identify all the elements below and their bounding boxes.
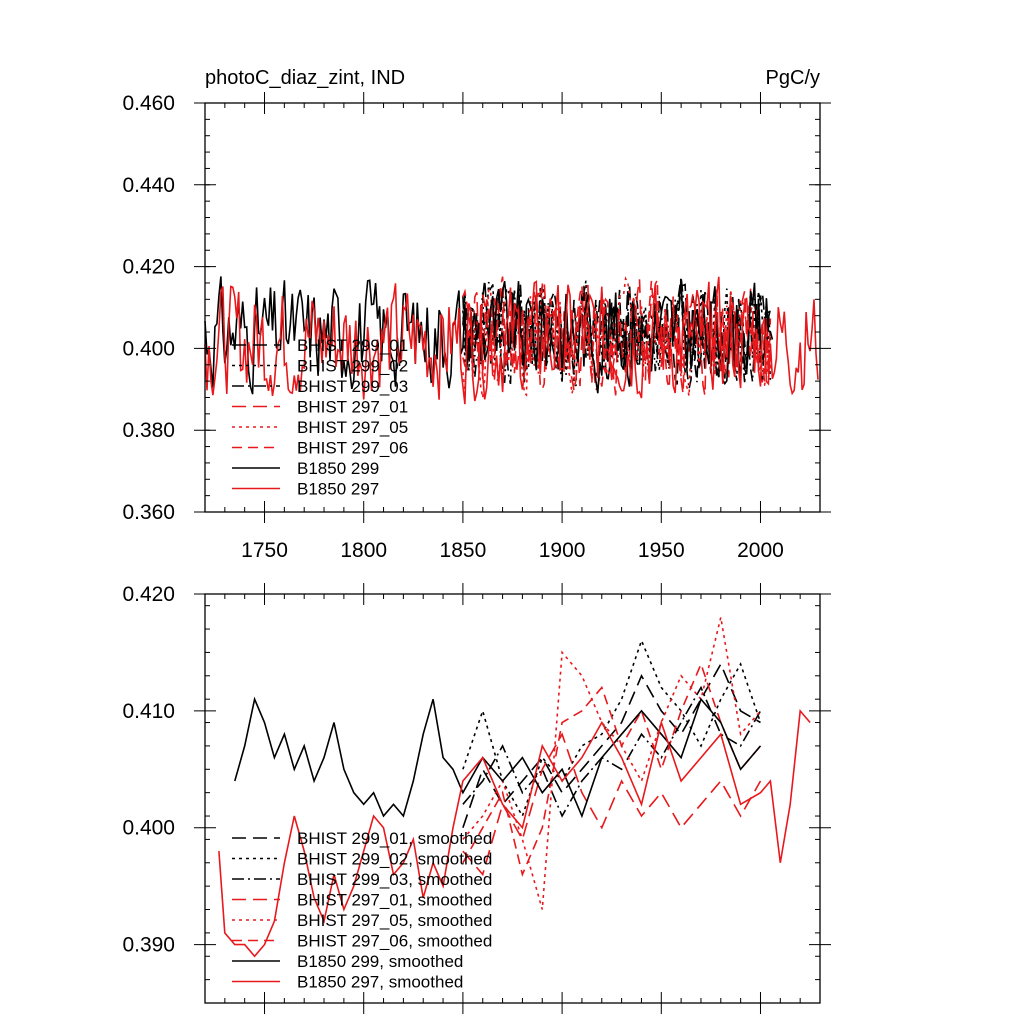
x-tick-label: 1750 [241,539,288,562]
plot-frame [204,102,821,513]
legend-label: BHIST 299_01 [297,336,408,355]
x-tick-label: 1800 [340,539,387,562]
x-tick-label: 1950 [638,539,685,562]
y-tick-label: 0.410 [122,700,175,723]
series-lines [218,617,811,958]
legend-label: B1850 297, smoothed [297,973,463,992]
x-axis: 1750 1800 1850 1900 1950 2000 [224,92,821,562]
legend-label: BHIST 297_05 [297,418,408,437]
legend: BHIST 299_01, smoothed BHIST 299_02, smoo… [232,829,492,992]
y-tick-label: 0.420 [122,583,175,606]
y-tick-label: 0.440 [122,174,175,197]
legend-label: BHIST 297_06 [297,439,408,458]
bottom-panel-content: 0.390 0.400 0.410 0.420 BHIST 299_01, smooth… [122,583,831,1014]
series-line-8 [204,276,819,405]
top-panel: photoC_diaz_zint, IND PgC/y 1750 1800 1850… [122,67,831,562]
x-tick-label: 1850 [440,539,487,562]
legend-label: BHIST 297_01 [297,398,408,417]
y-tick-label: 0.400 [122,817,175,840]
legend-label: B1850 297 [297,480,379,499]
y-tick-label: 0.390 [122,934,175,957]
top-panel-title: photoC_diaz_zint, IND [205,67,405,89]
series-line-6 [462,661,762,878]
series-lines [204,276,819,405]
x-tick-label: 1900 [539,539,586,562]
legend-label: BHIST 299_02 [297,357,408,376]
top-panel-units: PgC/y [766,67,820,89]
legend-label: BHIST 297_01, smoothed [297,891,492,910]
series-line-2 [462,638,762,818]
bottom-panel: 0.390 0.400 0.410 0.420 BHIST 299_01, smooth… [122,583,831,1014]
y-axis: 0.390 0.400 0.410 0.420 [122,583,831,1004]
y-tick-label: 0.460 [122,92,175,115]
y-tick-label: 0.400 [122,337,175,360]
series-line-7 [234,696,762,819]
top-panel-content: 1750 1800 1850 1900 1950 20000.3600.3800.4000… [122,92,831,562]
legend-label: BHIST 299_03, smoothed [297,870,492,889]
series-line-8 [218,708,811,958]
legend-label: BHIST 297_06, smoothed [297,932,492,951]
legend-label: BHIST 299_03 [297,377,408,396]
legend-label: BHIST 297_05, smoothed [297,911,492,930]
y-tick-label: 0.380 [122,419,175,442]
legend-label: B1850 299 [297,459,379,478]
legend-label: BHIST 299_02, smoothed [297,850,492,869]
legend-label: B1850 299, smoothed [297,952,463,971]
y-axis: 0.360 0.380 0.400 0.420 0.440 0.460 [122,92,831,524]
plot-frame [204,593,821,1004]
x-axis [224,583,821,1014]
series-line-4 [462,732,762,877]
legend-label: BHIST 299_01, smoothed [297,829,492,848]
series-line-5 [462,617,762,910]
x-tick-label: 2000 [737,539,784,562]
y-tick-label: 0.420 [122,256,175,279]
y-tick-label: 0.360 [122,501,175,524]
